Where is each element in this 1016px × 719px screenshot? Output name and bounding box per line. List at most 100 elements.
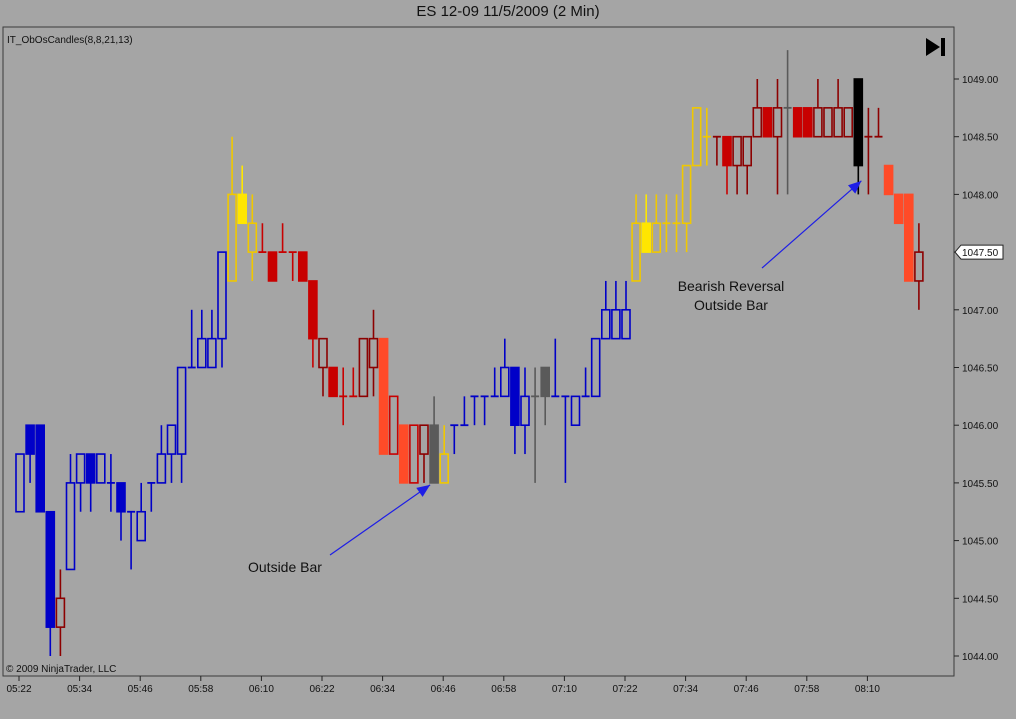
x-tick-label: 06:58 [491,684,516,695]
candle [581,367,590,398]
candle-body [207,337,217,369]
candle [732,135,742,195]
candle [75,453,86,512]
y-tick-label: 1047.00 [962,306,999,317]
candle-body [318,337,328,369]
x-tick-label: 05:22 [6,684,31,695]
chart-title: ES 12-09 11/5/2009 (2 Min) [416,3,600,20]
candle [590,337,601,398]
x-axis: 05:22 05:34 05:46 05:58 06:10 06:22 06:34 06:46… [6,676,880,695]
candle [712,135,721,166]
candle-body [833,107,843,138]
candle [85,453,96,512]
candle-body [35,424,46,513]
y-tick-label: 1048.50 [962,133,999,144]
annotation-arrowhead [416,484,431,497]
candle-body [439,453,450,484]
candle-series [15,50,924,656]
candle [914,223,924,310]
candle-body [792,107,803,138]
candle [429,396,439,484]
candle-body [85,453,96,484]
candle [288,251,297,281]
y-tick-label: 1045.50 [962,479,999,490]
candle-body [641,222,652,253]
candle-body [802,107,813,138]
candle [207,309,217,369]
candle [772,79,783,195]
y-tick-label: 1045.00 [962,537,999,548]
candle [460,396,469,427]
candle [378,337,389,455]
candle [762,107,773,138]
candle-body [297,251,308,282]
y-tick-label: 1048.00 [962,190,999,201]
annotation-arrow-line [329,484,431,556]
candle-body [681,164,692,225]
candle-body [267,251,278,282]
candle [843,107,854,138]
candle-body [914,251,924,282]
candle-body [96,453,106,484]
candle-body [15,453,25,513]
candle [662,194,671,253]
annotation-arrow-line [761,180,862,269]
candle [531,367,540,483]
candle [510,366,520,455]
candle [742,135,753,195]
candle-body [45,510,56,628]
candle-body [762,107,773,138]
candle-body [590,337,601,398]
candle-body [853,78,864,167]
candle-body [520,395,530,427]
candle [328,366,338,398]
candle-body [621,308,631,340]
candle [15,453,25,513]
candle [237,165,247,225]
candle-body [823,107,833,138]
candle [419,424,429,483]
candle [651,194,662,253]
candle [388,395,399,455]
candle [339,367,348,426]
x-tick-label: 06:22 [309,684,334,695]
candle [409,424,419,484]
candle [450,424,459,455]
candle [833,79,843,138]
candle [621,280,631,340]
candle [893,193,904,225]
candle [561,395,570,483]
skip-to-end-icon[interactable] [926,38,945,56]
candle [722,135,732,195]
candle [45,510,56,656]
candle [490,367,499,398]
candle [813,79,823,138]
x-tick-label: 05:46 [128,684,153,695]
y-tick-label: 1044.50 [962,594,999,605]
candle-body [398,424,409,484]
candle [297,251,308,282]
candle [499,338,510,398]
candle [691,107,702,167]
candle-body [651,222,662,253]
candle [783,50,792,195]
candle [570,395,581,427]
candle [480,395,489,426]
candle [278,223,287,254]
candle-body [691,107,702,167]
candle [853,78,864,195]
candle [166,424,177,483]
candle [147,481,156,512]
annotation-bearish-reversal: Bearish Reversal [678,278,785,294]
candle-body [116,482,126,513]
candle [551,338,560,398]
candle-body [237,193,247,225]
candle-body [752,107,763,138]
candle-body [843,107,854,138]
candle-body [156,453,167,484]
candle-body [772,107,783,138]
candle [611,280,621,340]
candle [672,194,681,253]
candle-body [732,135,742,167]
